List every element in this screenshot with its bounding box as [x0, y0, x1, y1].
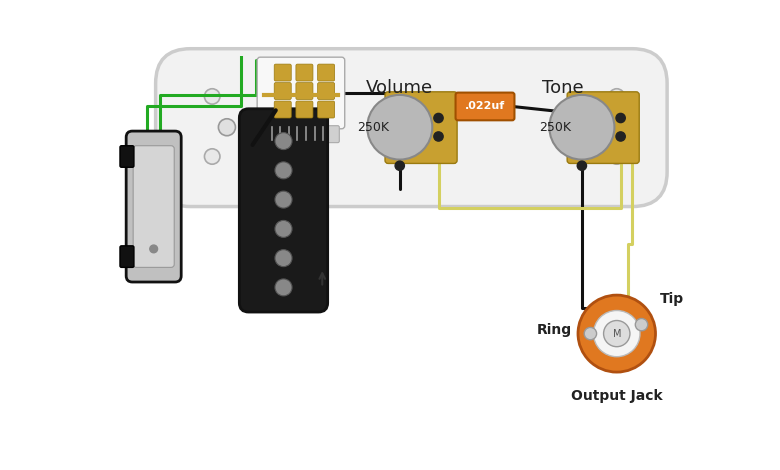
Circle shape	[609, 89, 625, 104]
Text: Ring: Ring	[537, 323, 572, 337]
FancyBboxPatch shape	[239, 109, 328, 312]
Circle shape	[275, 220, 292, 237]
Circle shape	[367, 95, 432, 160]
Circle shape	[604, 321, 630, 347]
Circle shape	[609, 149, 625, 164]
Circle shape	[275, 250, 292, 266]
Text: Tip: Tip	[659, 292, 683, 306]
Text: 250K: 250K	[356, 121, 388, 134]
Circle shape	[204, 89, 220, 104]
Circle shape	[636, 319, 647, 331]
Circle shape	[616, 113, 626, 123]
Circle shape	[549, 95, 615, 160]
Text: Output Jack: Output Jack	[571, 389, 662, 403]
Circle shape	[275, 133, 292, 149]
Circle shape	[577, 161, 587, 170]
Circle shape	[434, 113, 443, 123]
Circle shape	[150, 245, 158, 253]
FancyBboxPatch shape	[275, 83, 291, 100]
Circle shape	[578, 295, 655, 372]
FancyBboxPatch shape	[567, 92, 640, 164]
FancyBboxPatch shape	[120, 246, 134, 267]
FancyBboxPatch shape	[317, 64, 335, 81]
Circle shape	[616, 132, 626, 141]
FancyBboxPatch shape	[296, 101, 313, 118]
Circle shape	[275, 191, 292, 208]
FancyBboxPatch shape	[296, 64, 313, 81]
Circle shape	[434, 132, 443, 141]
Circle shape	[204, 149, 220, 164]
FancyBboxPatch shape	[317, 83, 335, 100]
Text: Tone: Tone	[541, 79, 583, 97]
Text: Volume: Volume	[366, 79, 434, 97]
Circle shape	[275, 279, 292, 296]
FancyBboxPatch shape	[456, 93, 515, 120]
Circle shape	[584, 328, 597, 340]
Text: 250K: 250K	[539, 121, 571, 134]
FancyBboxPatch shape	[317, 101, 335, 118]
FancyBboxPatch shape	[275, 101, 291, 118]
FancyBboxPatch shape	[275, 64, 291, 81]
FancyBboxPatch shape	[257, 57, 345, 129]
FancyBboxPatch shape	[263, 125, 339, 142]
Text: .022uf: .022uf	[465, 102, 505, 111]
FancyBboxPatch shape	[156, 49, 667, 206]
FancyBboxPatch shape	[126, 131, 181, 282]
FancyBboxPatch shape	[133, 146, 174, 267]
Text: M: M	[612, 329, 621, 338]
Circle shape	[395, 161, 404, 170]
Circle shape	[594, 311, 640, 357]
Circle shape	[218, 119, 236, 136]
FancyBboxPatch shape	[120, 146, 134, 167]
FancyBboxPatch shape	[296, 83, 313, 100]
Circle shape	[275, 162, 292, 179]
FancyBboxPatch shape	[385, 92, 457, 164]
